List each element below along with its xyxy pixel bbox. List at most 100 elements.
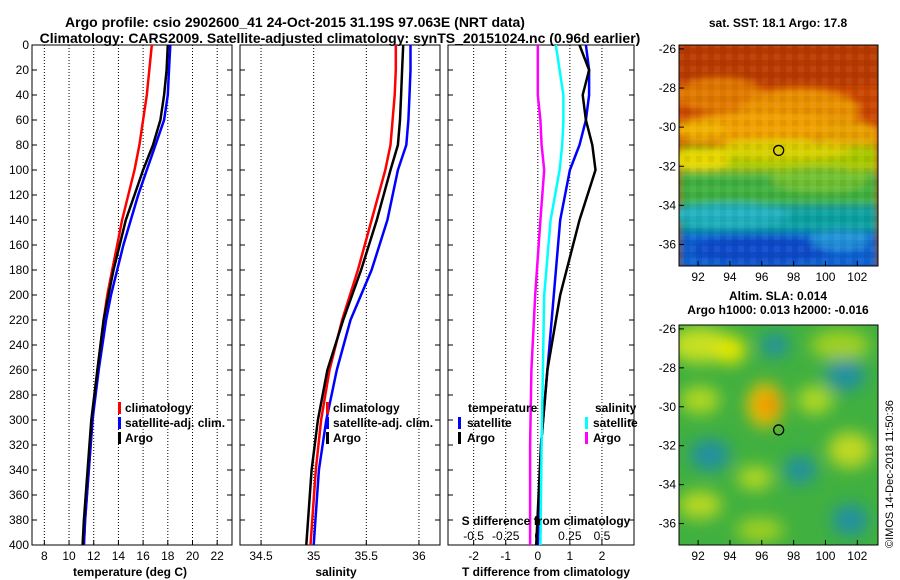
map-x-tick-label: 94 xyxy=(723,549,737,563)
depth-tick-label: 200 xyxy=(9,288,29,302)
depth-tick-label: 80 xyxy=(16,138,30,152)
map-x-tick-label: 96 xyxy=(755,270,769,284)
x-tick-label: 10 xyxy=(62,549,76,563)
temperature-panel-frame xyxy=(31,44,233,546)
legend-label-satellite: satellite-adj. clim. xyxy=(333,416,433,430)
map-x-tick-label: 92 xyxy=(691,549,705,563)
x-tick-label: 36 xyxy=(412,549,426,563)
x-tick-label: 12 xyxy=(87,549,101,563)
depth-tick-label: 300 xyxy=(9,413,29,427)
map-y-tick-label: -26 xyxy=(659,42,677,56)
x-tick-label: -1 xyxy=(500,549,511,563)
x2-tick-label: -0.5 xyxy=(463,529,484,543)
map-y-tick-label: -28 xyxy=(659,81,677,95)
x-tick-label: 35.5 xyxy=(355,549,379,563)
map-y-tick-label: -30 xyxy=(659,400,677,414)
series-argo xyxy=(81,44,170,546)
legend-swatch-s-satellite xyxy=(585,417,588,429)
x2-tick-label: -0.25 xyxy=(492,529,520,543)
map-y-tick-label: -34 xyxy=(659,478,677,492)
x-tick-label: 35 xyxy=(307,549,321,563)
depth-tick-label: 100 xyxy=(9,163,29,177)
series-argo xyxy=(305,44,405,546)
legend-label-t-argo: Argo xyxy=(467,431,495,445)
figure-title-line2: Climatology: CARS2009. Satellite-adjuste… xyxy=(40,30,641,46)
x-tick-label: 0 xyxy=(534,549,541,563)
difference-chart: -2 -1 0 1 2-0.5 -0.25 0 0.25 0.5 xyxy=(463,44,611,563)
legend-heading-temperature: temperature xyxy=(468,401,538,415)
temperature-legend: climatology satellite-adj. clim. Argo xyxy=(118,401,225,445)
map-x-tick-label: 96 xyxy=(755,549,769,563)
salinity-chart: 34.5 35 35.5 36 xyxy=(249,44,426,563)
depth-tick-label: 0 xyxy=(22,38,29,52)
legend-label-argo: Argo xyxy=(333,431,361,445)
x-tick-label: 22 xyxy=(211,549,225,563)
sla-map-axes: 92 94 96 98 100 102 -26 -28 -30 -32 -34 -36 xyxy=(659,322,868,563)
series-s-satellite xyxy=(539,44,565,546)
sla-map-frame xyxy=(678,324,879,546)
legend-label-climatology: climatology xyxy=(333,401,400,415)
depth-tick-label: 120 xyxy=(9,188,29,202)
difference-legend: temperature satellite Argo salinity sate… xyxy=(458,401,638,445)
salinity-axis-label: salinity xyxy=(315,565,357,579)
legend-swatch-t-satellite xyxy=(458,417,461,429)
temperature-axis-label: temperature (deg C) xyxy=(73,565,187,579)
map-y-tick-label: -26 xyxy=(659,322,677,336)
series-satellite-adj-clim- xyxy=(82,44,172,546)
depth-tick-label: 220 xyxy=(9,313,29,327)
legend-heading-salinity: salinity xyxy=(595,401,637,415)
x-tick-label: 2 xyxy=(599,549,606,563)
depth-tick-label: 20 xyxy=(16,63,30,77)
series-t-argo xyxy=(534,44,597,546)
salinity-panel-frame xyxy=(239,44,441,546)
x-tick-label: 14 xyxy=(112,549,126,563)
series-climatology xyxy=(309,45,398,546)
sst-map-axes: 92 94 96 98 100 102 -26 -28 -30 -32 -34 -36 xyxy=(659,42,868,284)
depth-tick-label: 60 xyxy=(16,113,30,127)
t-difference-axis-label: T difference from climatology xyxy=(462,565,630,579)
depth-tick-label: 380 xyxy=(9,513,29,527)
depth-tick-label: 40 xyxy=(16,88,30,102)
series-satellite-adj-clim- xyxy=(312,45,412,546)
depth-tick-label: 240 xyxy=(9,338,29,352)
legend-label-argo: Argo xyxy=(125,431,153,445)
map-x-tick-label: 98 xyxy=(787,270,801,284)
map-x-tick-label: 102 xyxy=(847,549,867,563)
sst-map-title: sat. SST: 18.1 Argo: 17.8 xyxy=(709,16,848,30)
legend-swatch-climatology xyxy=(326,402,329,414)
legend-swatch-climatology xyxy=(118,402,121,414)
depth-tick-label: 140 xyxy=(9,213,29,227)
series-s-argo xyxy=(528,45,546,545)
x-tick-label: -2 xyxy=(468,549,479,563)
map-x-tick-label: 100 xyxy=(815,549,835,563)
legend-label-s-argo: Argo xyxy=(593,431,621,445)
x-tick-label: 1 xyxy=(567,549,574,563)
map-y-tick-label: -30 xyxy=(659,120,677,134)
map-x-tick-label: 92 xyxy=(691,270,705,284)
legend-swatch-satellite xyxy=(118,417,121,429)
map-y-tick-label: -28 xyxy=(659,361,677,375)
temperature-chart: 8 10 12 14 16 18 20 22 xyxy=(41,44,225,563)
map-y-tick-label: -34 xyxy=(659,198,677,212)
depth-tick-label: 360 xyxy=(9,488,29,502)
x-tick-label: 16 xyxy=(136,549,150,563)
map-y-tick-label: -36 xyxy=(659,517,677,531)
imos-watermark: ©IMOS 14-Dec-2018 11:50:36 xyxy=(884,400,896,548)
x-tick-label: 8 xyxy=(41,549,48,563)
map-x-tick-label: 98 xyxy=(787,549,801,563)
legend-swatch-argo xyxy=(326,432,329,444)
depth-axis: 0 20 40 60 80 100 120 140 160 180 200 220 240 260 280 3… xyxy=(9,38,634,552)
depth-tick-label: 160 xyxy=(9,238,29,252)
salinity-legend: climatology satellite-adj. clim. Argo xyxy=(326,401,433,445)
s-difference-axis-label: S difference from climatology xyxy=(462,514,631,528)
map-y-tick-label: -36 xyxy=(659,237,677,251)
depth-tick-label: 400 xyxy=(9,538,29,552)
sst-map-frame xyxy=(678,44,879,267)
x-tick-label: 34.5 xyxy=(249,549,273,563)
map-x-tick-label: 100 xyxy=(815,270,835,284)
legend-label-climatology: climatology xyxy=(125,401,192,415)
x-tick-label: 20 xyxy=(186,549,200,563)
x2-tick-label: 0.5 xyxy=(594,529,611,543)
argo-location-marker xyxy=(773,424,785,436)
